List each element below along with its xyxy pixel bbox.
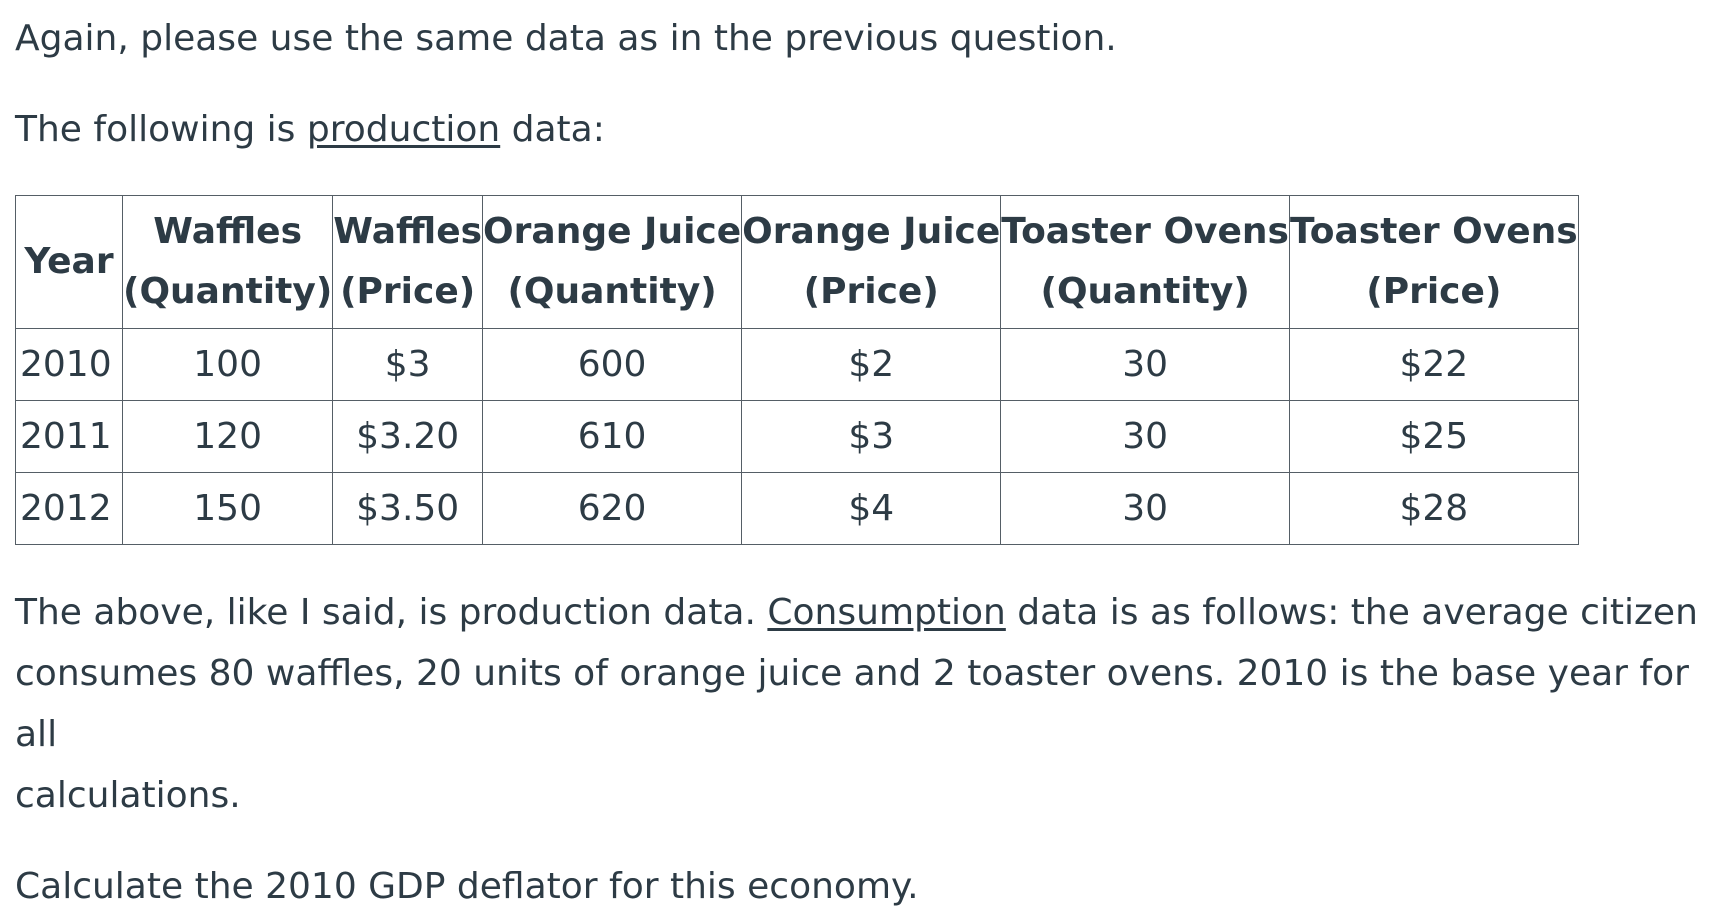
cell-year: 2011 bbox=[15, 400, 123, 473]
question-text: Calculate the 2010 GDP deflator for this… bbox=[15, 866, 919, 907]
header-year: Year bbox=[15, 195, 123, 329]
header-waffles-price: Waffles (Price) bbox=[332, 195, 484, 329]
cell-waffles-quantity: 100 bbox=[121, 328, 334, 401]
after-before: The above, like I said, is production da… bbox=[15, 592, 768, 633]
lead-text: The following is production data: bbox=[15, 99, 1715, 160]
after-line1-rest: data is as follows: the average citizen bbox=[1005, 592, 1698, 633]
cell-orange-juice-price: $3 bbox=[741, 400, 1002, 473]
header-orange-juice-quantity: Orange Juice (Quantity) bbox=[482, 195, 743, 329]
lead-before: The following is bbox=[15, 109, 307, 150]
cell-waffles-price: $3.20 bbox=[332, 400, 484, 473]
production-table: Year Waffles (Quantity) Waffles (Price) Or… bbox=[15, 195, 1579, 545]
after-line2: consumes 80 waffles, 20 units of orange … bbox=[15, 653, 1689, 755]
cell-toaster-ovens-quantity: 30 bbox=[1000, 400, 1290, 473]
cell-waffles-quantity: 120 bbox=[121, 400, 334, 473]
cell-waffles-quantity: 150 bbox=[121, 472, 334, 545]
cell-orange-juice-price: $4 bbox=[741, 472, 1002, 545]
cell-waffles-price: $3.50 bbox=[332, 472, 484, 545]
cell-year: 2012 bbox=[15, 472, 123, 545]
consumption-underlined: Consumption bbox=[767, 592, 1006, 633]
question-content: Again, please use the same data as in th… bbox=[15, 0, 1715, 917]
cell-toaster-ovens-quantity: 30 bbox=[1000, 328, 1290, 401]
cell-toaster-ovens-price: $25 bbox=[1288, 400, 1579, 473]
cell-orange-juice-quantity: 620 bbox=[482, 472, 743, 545]
cell-toaster-ovens-price: $22 bbox=[1288, 328, 1579, 401]
header-toaster-ovens-quantity: Toaster Ovens (Quantity) bbox=[1000, 195, 1290, 329]
consumption-paragraph: The above, like I said, is production da… bbox=[15, 582, 1715, 826]
cell-orange-juice-quantity: 610 bbox=[482, 400, 743, 473]
table-row: 2011 120 $3.20 610 $3 30 $25 bbox=[15, 400, 1579, 473]
cell-toaster-ovens-quantity: 30 bbox=[1000, 472, 1290, 545]
cell-orange-juice-price: $2 bbox=[741, 328, 1002, 401]
header-toaster-ovens-price: Toaster Ovens (Price) bbox=[1288, 195, 1579, 329]
cell-year: 2010 bbox=[15, 328, 123, 401]
cell-waffles-price: $3 bbox=[332, 328, 484, 401]
lead-after: data: bbox=[500, 109, 605, 150]
table-row: 2012 150 $3.50 620 $4 30 $28 bbox=[15, 472, 1579, 545]
table-header-row: Year Waffles (Quantity) Waffles (Price) Or… bbox=[15, 195, 1579, 329]
cell-orange-juice-quantity: 600 bbox=[482, 328, 743, 401]
production-underlined: production bbox=[306, 109, 501, 150]
after-line3: calculations. bbox=[15, 775, 241, 816]
cell-toaster-ovens-price: $28 bbox=[1288, 472, 1579, 545]
header-waffles-quantity: Waffles (Quantity) bbox=[121, 195, 334, 329]
intro-text: Again, please use the same data as in th… bbox=[15, 18, 1117, 59]
header-orange-juice-price: Orange Juice (Price) bbox=[741, 195, 1002, 329]
table-row: 2010 100 $3 600 $2 30 $22 bbox=[15, 328, 1579, 401]
